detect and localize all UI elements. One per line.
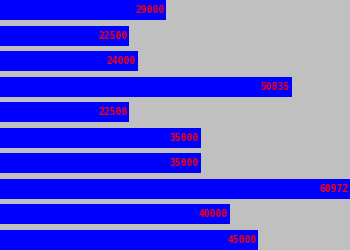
Bar: [0, 0, 167, 20]
Bar: [0, 51, 138, 72]
Text: 35000: 35000: [170, 158, 199, 168]
Bar: [0, 26, 129, 46]
Text: 35000: 35000: [170, 133, 199, 143]
Bar: [0, 230, 258, 250]
Bar: [0, 153, 201, 174]
Text: 60972: 60972: [319, 184, 348, 194]
Bar: [0, 76, 292, 97]
Text: 50835: 50835: [261, 82, 290, 92]
Bar: [0, 128, 201, 148]
Text: 29000: 29000: [135, 5, 165, 15]
Text: 24000: 24000: [107, 56, 136, 66]
Text: 22500: 22500: [98, 107, 127, 117]
Bar: [0, 204, 230, 225]
Text: 45000: 45000: [227, 235, 257, 245]
Text: 22500: 22500: [98, 31, 127, 41]
Text: 40000: 40000: [198, 209, 228, 219]
Bar: [0, 102, 129, 122]
Bar: [0, 178, 350, 199]
